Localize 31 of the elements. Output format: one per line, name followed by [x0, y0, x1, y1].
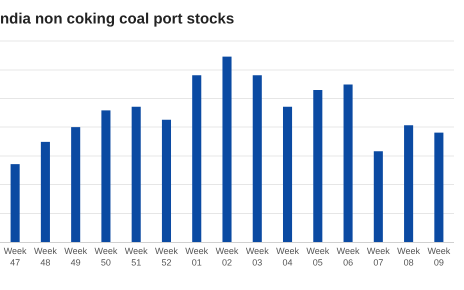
bar — [192, 75, 202, 242]
bar — [434, 132, 444, 242]
x-tick-label: Week 02 — [216, 246, 239, 268]
bar — [374, 151, 383, 242]
bar — [10, 164, 20, 242]
bar — [71, 127, 80, 242]
bar — [222, 56, 232, 242]
x-tick-label: Week 06 — [336, 246, 360, 268]
x-tick-label: Week 49 — [64, 246, 88, 268]
x-tick-label: Week 01 — [185, 246, 209, 268]
x-tick-label: Week 05 — [306, 246, 330, 268]
bar — [252, 75, 262, 242]
x-tick-label: Week 52 — [155, 246, 178, 268]
x-tick-label: Week 08 — [397, 246, 421, 268]
bar — [162, 120, 172, 242]
chart-title: ndia non coking coal port stocks — [0, 10, 234, 28]
bar — [132, 106, 141, 242]
bar — [344, 84, 353, 242]
x-tick-label: Week 51 — [124, 246, 148, 268]
x-tick-label: Week 09 — [427, 246, 451, 268]
bar — [282, 106, 292, 242]
bar — [404, 125, 414, 242]
bar — [101, 110, 110, 242]
x-tick-label: Week 47 — [4, 246, 28, 268]
x-tick-label: Week 03 — [246, 246, 270, 268]
x-tick-label: Week 48 — [34, 246, 58, 268]
bar — [313, 90, 322, 242]
bar — [40, 142, 50, 242]
x-tick-label: Week 04 — [276, 246, 300, 268]
x-tick-label: Week 07 — [366, 246, 390, 268]
x-tick-label: Week 50 — [94, 246, 118, 268]
